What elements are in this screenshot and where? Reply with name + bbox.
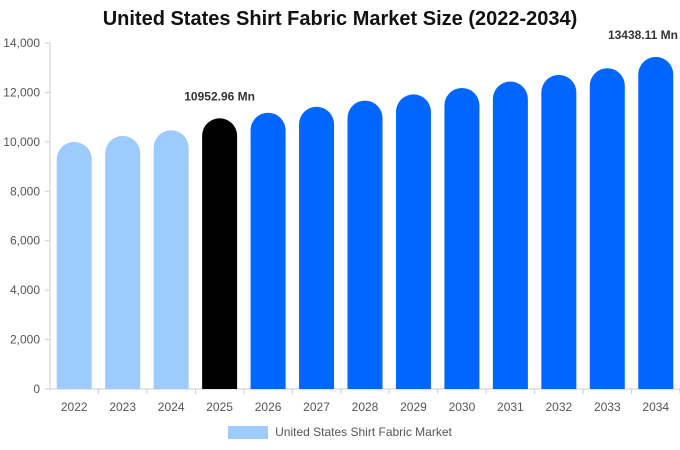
y-tick-label: 10,000 bbox=[3, 135, 40, 149]
data-label-2034: 13438.11 Mn bbox=[608, 28, 678, 42]
bar-2034 bbox=[638, 56, 674, 389]
x-tick-label: 2023 bbox=[109, 400, 136, 414]
y-tick-label: 4,000 bbox=[10, 283, 40, 297]
bar-2029 bbox=[395, 94, 431, 390]
x-tick-label: 2025 bbox=[206, 400, 233, 414]
bar-2032 bbox=[541, 74, 577, 390]
bar-2027 bbox=[299, 106, 335, 390]
bar-2026 bbox=[250, 112, 286, 390]
y-tick-label: 0 bbox=[33, 382, 40, 396]
x-tick-label: 2026 bbox=[255, 400, 282, 414]
x-tick-label: 2022 bbox=[61, 400, 88, 414]
bar-2031 bbox=[492, 81, 528, 390]
x-tick-label: 2033 bbox=[594, 400, 621, 414]
bar-2030 bbox=[444, 87, 480, 389]
y-tick-label: 2,000 bbox=[10, 333, 40, 347]
chart-title: United States Shirt Fabric Market Size (… bbox=[102, 8, 578, 30]
y-tick-label: 12,000 bbox=[3, 85, 40, 99]
legend-label: United States Shirt Fabric Market bbox=[275, 425, 452, 439]
x-tick-label: 2032 bbox=[545, 400, 572, 414]
bar-2024 bbox=[153, 130, 189, 389]
x-tick-label: 2028 bbox=[352, 400, 379, 414]
x-tick-label: 2034 bbox=[642, 400, 669, 414]
data-label-2025: 10952.96 Mn bbox=[184, 89, 255, 103]
legend-swatch bbox=[228, 425, 269, 439]
x-tick-label: 2031 bbox=[497, 400, 524, 414]
bar-2028 bbox=[347, 100, 383, 389]
y-tick-label: 6,000 bbox=[10, 234, 40, 248]
bar-2033 bbox=[589, 68, 625, 390]
bar-2022 bbox=[56, 141, 92, 389]
x-tick-label: 2029 bbox=[400, 400, 427, 414]
bar-2023 bbox=[105, 135, 141, 389]
x-tick-label: 2027 bbox=[303, 400, 330, 414]
y-tick-label: 14,000 bbox=[3, 36, 40, 50]
x-tick-label: 2030 bbox=[449, 400, 476, 414]
x-tick-label: 2024 bbox=[158, 400, 185, 414]
legend: United States Shirt Fabric Market bbox=[0, 425, 680, 439]
y-tick-label: 8,000 bbox=[10, 184, 40, 198]
bar-2025 bbox=[202, 118, 238, 389]
